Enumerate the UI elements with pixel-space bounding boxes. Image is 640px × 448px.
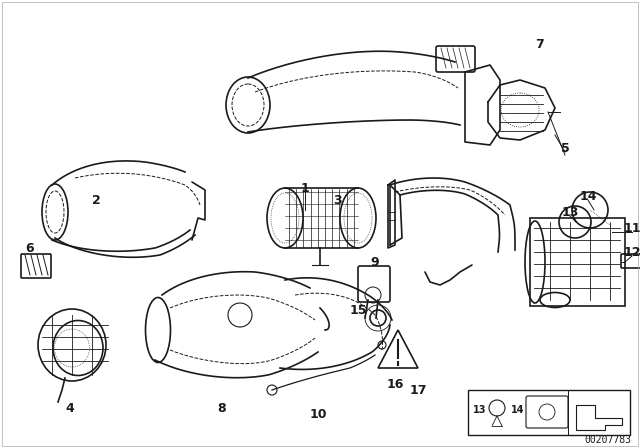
- Text: 10: 10: [309, 409, 327, 422]
- Text: 1: 1: [301, 181, 309, 194]
- Text: 17: 17: [409, 383, 427, 396]
- Text: 6: 6: [26, 241, 35, 254]
- Text: 14: 14: [579, 190, 596, 202]
- Text: 14: 14: [511, 405, 525, 415]
- Text: 8: 8: [218, 401, 227, 414]
- Text: 00207783: 00207783: [584, 435, 632, 445]
- Text: 7: 7: [536, 39, 545, 52]
- Text: 13: 13: [473, 405, 487, 415]
- Text: 2: 2: [92, 194, 100, 207]
- Text: 12: 12: [623, 246, 640, 258]
- Text: 11: 11: [623, 221, 640, 234]
- Text: 5: 5: [561, 142, 570, 155]
- Bar: [468, 390, 630, 435]
- Text: 9: 9: [371, 255, 380, 268]
- Bar: [530, 218, 625, 306]
- Text: 15: 15: [349, 303, 367, 316]
- Text: 16: 16: [387, 379, 404, 392]
- Text: 13: 13: [561, 206, 579, 219]
- Text: 3: 3: [333, 194, 342, 207]
- Text: 4: 4: [66, 401, 74, 414]
